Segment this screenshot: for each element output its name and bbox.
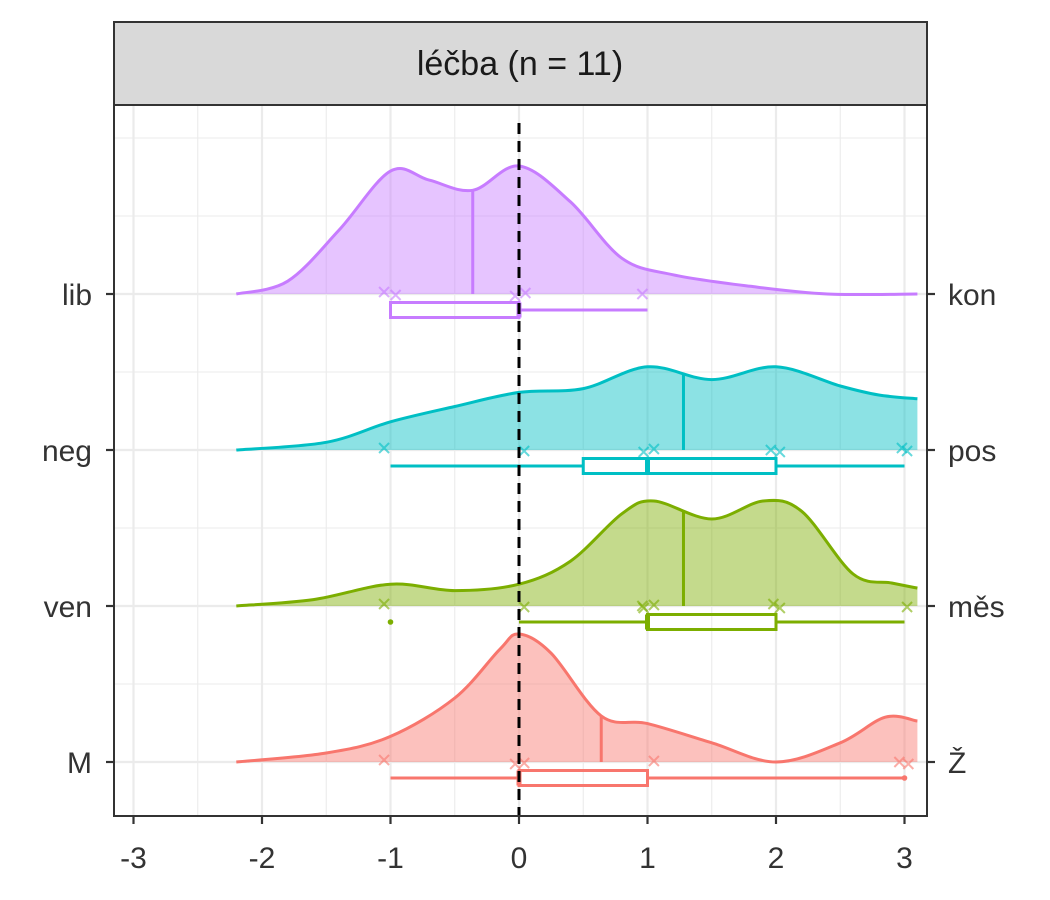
data-point (519, 287, 532, 299)
density-area (236, 500, 918, 606)
y-tick-label-left: M (67, 747, 92, 780)
data-point (767, 598, 780, 610)
panel-title: léčba (n = 11) (417, 45, 623, 83)
data-point (648, 443, 660, 455)
data-point (902, 758, 915, 770)
data-point (378, 598, 390, 610)
strip-background (113, 21, 928, 106)
data-point (636, 288, 649, 300)
series-neg (236, 365, 918, 475)
y-tick-label-right: Ž (948, 747, 966, 780)
data-point (378, 754, 390, 766)
density-curve (236, 365, 918, 452)
box (581, 457, 778, 475)
y-tick-label-left: lib (62, 279, 92, 312)
data-point (774, 602, 786, 614)
data-point (648, 599, 660, 611)
data-point (378, 286, 390, 298)
density-curve (236, 498, 918, 608)
x-tick-label: -2 (249, 842, 276, 875)
y-tick-label-right: kon (948, 279, 996, 312)
panel-strip: léčba (n = 11) (113, 21, 928, 106)
data-point (774, 446, 786, 458)
y-tick-label-left: ven (44, 591, 92, 624)
data-point (378, 442, 390, 454)
data-point (389, 289, 402, 301)
data-point (518, 601, 530, 613)
x-tick-label: -3 (120, 842, 147, 875)
data-point (648, 755, 660, 767)
y-tick-label-left: neg (42, 435, 92, 468)
y-tick-label-right: pos (948, 435, 996, 468)
series-layer (235, 123, 918, 816)
density-curve (236, 632, 918, 764)
data-point (518, 445, 530, 457)
series-ven (236, 498, 918, 631)
data-point (901, 445, 913, 457)
y-tick-label-right: měs (948, 591, 1005, 624)
density-area (236, 165, 918, 295)
x-tick-label: 0 (511, 842, 528, 875)
series-M (236, 632, 918, 787)
density-curve (235, 164, 918, 297)
x-tick-label: -1 (377, 842, 404, 875)
data-point (896, 442, 908, 454)
data-point (893, 756, 906, 768)
x-tick-label: 1 (639, 842, 656, 875)
x-tick-label: 2 (768, 842, 785, 875)
data-point (765, 444, 777, 456)
outlier-point (387, 619, 394, 625)
density-area (236, 366, 918, 450)
data-point (636, 600, 649, 612)
data-point (637, 446, 650, 458)
x-tick-label: 3 (896, 842, 913, 875)
data-point (901, 601, 913, 613)
outlier-point (901, 775, 908, 781)
